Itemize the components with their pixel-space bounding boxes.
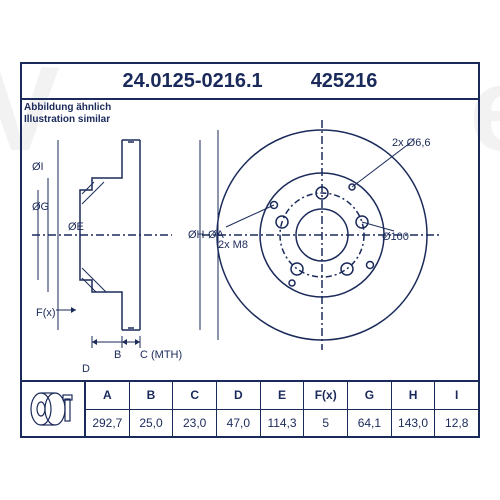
label-I: ØI bbox=[32, 161, 44, 173]
th: G bbox=[348, 382, 391, 410]
technical-drawing: ØI ØG ØE ØH ØA F(x) B D C (MTH) 2x Ø6,6 … bbox=[22, 100, 478, 380]
td: 25,0 bbox=[130, 410, 173, 437]
td: 114,3 bbox=[261, 410, 304, 437]
label-E: ØE bbox=[68, 221, 84, 233]
td: 5 bbox=[304, 410, 347, 437]
td: 64,1 bbox=[348, 410, 391, 437]
td: 12,8 bbox=[435, 410, 478, 437]
table-col: D47,0 bbox=[217, 382, 261, 436]
table-col: C23,0 bbox=[173, 382, 217, 436]
th: E bbox=[261, 382, 304, 410]
part-number-long: 24.0125-0216.1 bbox=[123, 70, 263, 93]
callout-small-holes: 2x Ø6,6 bbox=[392, 137, 431, 149]
table-col: H143,0 bbox=[392, 382, 436, 436]
callout-pcd: Ø100 bbox=[382, 231, 409, 243]
td: 23,0 bbox=[173, 410, 216, 437]
th: H bbox=[392, 382, 435, 410]
label-C: C (MTH) bbox=[140, 349, 182, 361]
rotor-icon bbox=[25, 385, 81, 433]
rotor-icon-cell bbox=[22, 382, 86, 436]
table-col: E114,3 bbox=[261, 382, 305, 436]
dimension-table: A292,7 B25,0 C23,0 D47,0 E114,3 F(x)5 G6… bbox=[22, 380, 478, 436]
td: 292,7 bbox=[86, 410, 129, 437]
th: F(x) bbox=[304, 382, 347, 410]
th: D bbox=[217, 382, 260, 410]
part-number-short: 425216 bbox=[311, 70, 378, 93]
table-col: F(x)5 bbox=[304, 382, 348, 436]
table-col: B25,0 bbox=[130, 382, 174, 436]
label-F: F(x) bbox=[36, 307, 56, 319]
label-B: B bbox=[114, 349, 121, 361]
label-H: ØH bbox=[188, 229, 205, 241]
table-col: I12,8 bbox=[435, 382, 478, 436]
th: C bbox=[173, 382, 216, 410]
th: B bbox=[130, 382, 173, 410]
table-col: A292,7 bbox=[86, 382, 130, 436]
label-D: D bbox=[82, 363, 90, 375]
th: A bbox=[86, 382, 129, 410]
th: I bbox=[435, 382, 478, 410]
td: 143,0 bbox=[392, 410, 435, 437]
header-bar: 24.0125-0216.1 425216 bbox=[22, 64, 478, 100]
label-G: ØG bbox=[32, 201, 49, 213]
td: 47,0 bbox=[217, 410, 260, 437]
table-columns: A292,7 B25,0 C23,0 D47,0 E114,3 F(x)5 G6… bbox=[86, 382, 478, 436]
table-col: G64,1 bbox=[348, 382, 392, 436]
callout-m8: 2x M8 bbox=[218, 239, 248, 251]
